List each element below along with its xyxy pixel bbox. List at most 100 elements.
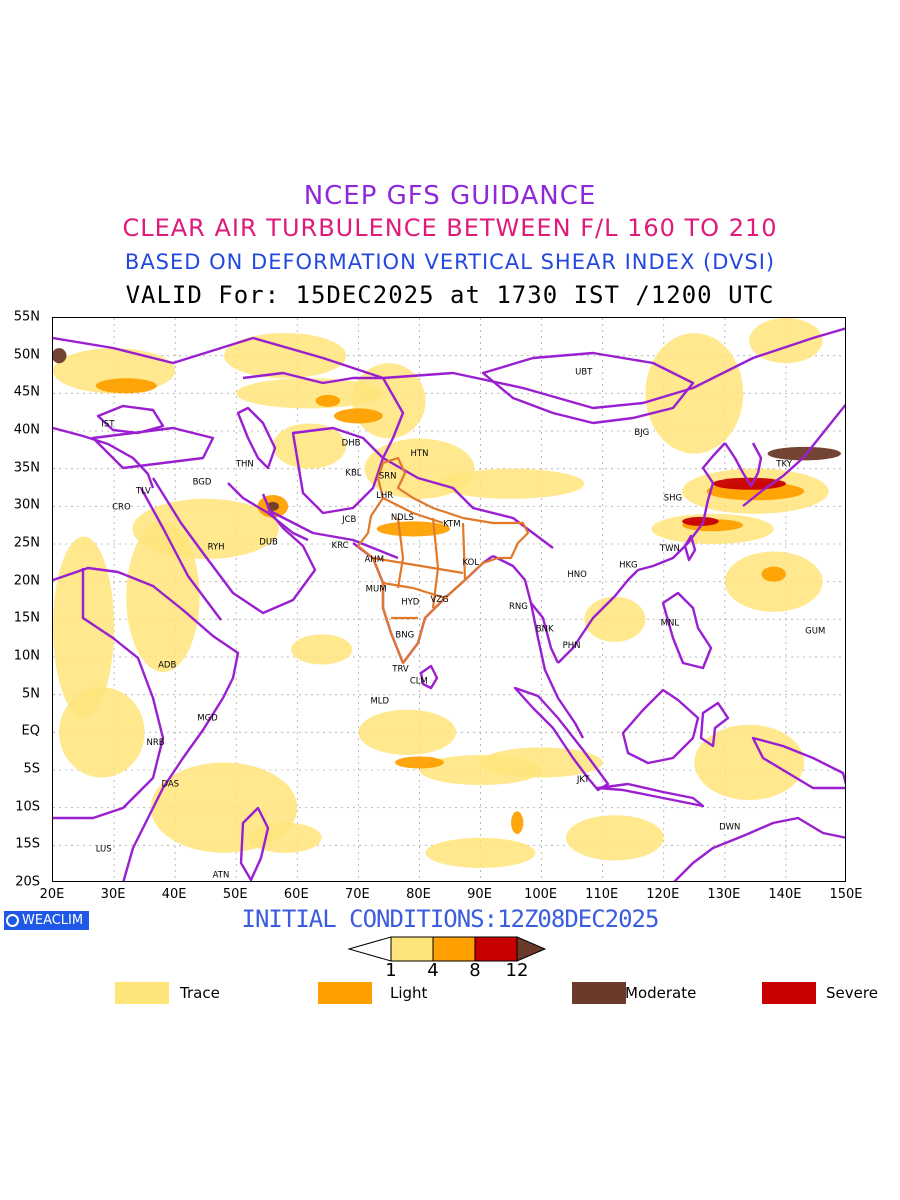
longitude-label: 130E [707,887,741,902]
turbulence-area-trace [694,724,805,801]
title-product: CLEAR AIR TURBULENCE BETWEEN F/L 160 TO … [122,214,778,242]
map-canvas: UBT BJG SHG TKY TWN HKG HNO MNL GUM BNK PHN RNG KOL K… [53,318,845,881]
longitude-label: 30E [100,887,126,902]
station-dhb: DHB [342,438,361,448]
india-outline [356,456,530,665]
border-turkey [91,426,215,470]
station-cro: CRO [112,502,131,512]
colorbar-segment-trace [390,936,434,962]
legend-swatch-severe [762,982,816,1004]
border-china-west [381,377,554,549]
longitude-label: 90E [467,887,492,902]
latitude-label: 35N [13,460,40,476]
station-thn: THN [235,459,254,469]
coastline-iran-pakistan [267,508,399,560]
coastline-china [637,442,726,572]
latitude-label: 20S [15,874,40,890]
turbulence-area-light [333,408,383,424]
logo-icon [6,914,19,927]
colorbar-tick: 1 [385,960,397,981]
station-htn: HTN [410,449,428,459]
coastline-red-sea [139,487,222,621]
latitude-label: 40N [13,422,40,438]
turbulence-area-trace [53,536,115,718]
station-bng: BNG [395,630,414,640]
longitude-label: 120E [646,887,680,902]
latitude-label: 10S [15,799,40,815]
title-method: BASED ON DEFORMATION VERTICAL SHEAR INDE… [124,250,776,274]
station-srn: SRN [379,471,397,481]
turbulence-area-light [95,378,157,394]
border-mongolia [481,351,695,425]
station-hkg: HKG [619,560,638,570]
turbulence-area-trace [437,468,585,499]
coastline-australia [673,816,845,881]
station-twn: TWN [659,544,680,554]
station-ubt: UBT [575,367,593,377]
latitude-label: 45N [13,384,40,400]
station-rng: RNG [509,602,528,612]
longitude-label: 110E [585,887,619,902]
coastline-sumatra [513,686,610,792]
india-state-lines [372,497,467,620]
coastline-japan [742,403,845,507]
latitude-label: 20N [13,573,40,589]
coastline-new-guinea [751,736,845,790]
turbulence-area-trace [425,837,536,868]
turbulence-area-trace [224,333,347,379]
latitude-label: 50N [13,347,40,363]
coastline-taiwan [683,534,697,562]
station-mgd: MGD [197,713,218,723]
colorbar-tick: 8 [469,960,481,981]
longitude-label: 20E [39,887,65,902]
colorbar [347,936,547,962]
station-adb: ADB [158,661,176,671]
latitude-label: 55N [13,309,40,325]
station-hno: HNO [567,570,587,580]
station-mnl: MNL [661,618,680,628]
colorbar-high-arrow [516,936,547,962]
coastline-africa [53,566,240,881]
legend-label-light: Light [390,984,428,1002]
turbulence-area-trace [126,521,200,673]
station-shg: SHG [664,493,682,503]
station-ndls: NDLS [391,513,414,523]
station-kbl: KBL [345,468,361,478]
colorbar-tick: 4 [427,960,439,981]
longitude-label: 60E [283,887,309,902]
latitude-label: 15S [15,836,40,852]
coastline-philippines [661,591,713,670]
station-kol: KOL [462,558,479,568]
coastline-borneo [621,688,700,765]
colorbar-segment-light [432,936,476,962]
coastline-sulawesi [699,701,730,748]
station-ktm: KTM [443,520,460,530]
station-mld: MLD [370,697,389,707]
coastline-russia-north [53,327,845,410]
station-tlv: TLV [135,487,151,497]
coastline-persian-gulf [227,482,309,542]
turbulence-area-light [376,521,450,537]
station-lus: LUS [96,844,112,854]
station-dub: DUB [259,538,278,548]
latitude-label: 10N [13,648,40,664]
longitude-label: 50E [222,887,248,902]
title-valid-time: VALID For: 15DEC2025 at 1730 IST /1200 U… [125,281,775,309]
coastline-sri-lanka [419,664,439,690]
turbulence-area-trace [724,551,823,612]
longitude-label: 140E [768,887,802,902]
border-kazakhstan [242,371,383,385]
station-dwn: DWN [719,823,740,833]
coastline-malay-peninsula [529,602,585,739]
coastline-madagascar [239,806,270,881]
station-trv: TRV [391,664,409,674]
turbulence-area-moderate [53,348,67,364]
initial-conditions: INITIAL CONDITIONS:12Z08DEC2025 [241,905,660,933]
logo-text: WEACLIM [22,913,84,928]
longitude-label: 40E [161,887,187,902]
longitude-label: 150E [829,887,863,902]
colorbar-segment-severe [474,936,518,962]
station-krc: KRC [332,541,349,551]
latitude-label: 25N [13,535,40,551]
legend-swatch-trace [115,982,169,1004]
